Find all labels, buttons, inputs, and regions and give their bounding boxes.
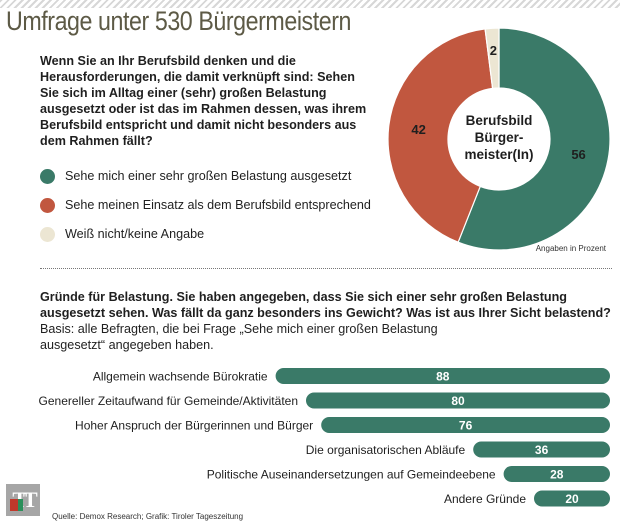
legend-item-berufsbild: Sehe meinen Einsatz als dem Berufsbild e… (40, 195, 371, 215)
bar-buerokratie (275, 368, 610, 384)
legend-swatch-teal (40, 168, 55, 184)
pie-legend: Sehe mich einer sehr großen Belastung au… (40, 166, 371, 253)
legend-item-keine-angabe: Weiß nicht/keine Angabe (40, 224, 371, 244)
legend-label: Weiß nicht/keine Angabe (65, 227, 205, 241)
donut-value-label: 42 (411, 122, 425, 137)
unit-note: Angaben in Prozent (535, 244, 606, 253)
donut-chart: 56 42 2 Berufsbild Bürger-meister(In) (378, 24, 620, 254)
legend-item-belastung: Sehe mich einer sehr großen Belastung au… (40, 166, 371, 186)
bar-auseinandersetzungen (503, 466, 610, 482)
reasons-bar-chart: 88 Allgemein wachsende Bürokratie 80 Genere… (0, 366, 620, 514)
donut-slice-keine-angabe (484, 27, 500, 90)
bar-zeitaufwand (306, 392, 610, 409)
bar-category-label: Genereller Zeitaufwand für Gemeinde/Akti… (39, 394, 298, 408)
page-title: Umfrage unter 530 Bürgermeistern (6, 6, 352, 36)
legend-label: Sehe meinen Einsatz als dem Berufsbild e… (65, 198, 371, 212)
donut-center-label: Berufsbild (466, 113, 533, 128)
reasons-basis-note: Basis: alle Befragten, die bei Frage „Se… (40, 322, 438, 352)
donut-chart-svg: 56 42 2 Berufsbild Bürger-meister(In) (387, 27, 611, 251)
bar-value-label: 80 (451, 394, 465, 408)
bar-anspruch (321, 417, 610, 433)
bar-andere (534, 490, 610, 507)
logo-mark-green (18, 499, 23, 511)
donut-value-label: 2 (490, 43, 497, 58)
logo-mark-red (10, 499, 18, 511)
bar-ablaeufe (473, 441, 610, 458)
donut-center-label: Bürger- (475, 130, 524, 145)
bar-value-label: 88 (436, 370, 450, 384)
donut-slice-belastung (457, 27, 611, 251)
bar-value-label: 76 (459, 419, 473, 433)
donut-value-label: 56 (571, 147, 585, 162)
bar-category-label: Allgemein wachsende Bürokratie (93, 370, 268, 384)
reasons-question: Gründe für Belastung. Sie haben angegebe… (40, 290, 611, 320)
bar-category-label: Hoher Anspruch der Bürgerinnen und Bürge… (75, 419, 313, 433)
reasons-bar-chart-svg: 88 Allgemein wachsende Bürokratie 80 Genere… (39, 368, 610, 507)
bar-category-label: Andere Gründe (444, 492, 526, 506)
donut-slice-berufsbild (387, 28, 494, 243)
bar-value-label: 20 (565, 492, 579, 506)
bar-category-label: Die organisatorischen Abläufe (306, 443, 466, 457)
bar-category-label: Politische Auseinandersetzungen auf Geme… (207, 468, 496, 482)
bar-value-label: 28 (550, 468, 564, 482)
legend-swatch-cream (40, 226, 55, 242)
source-credit: Quelle: Demox Research; Grafik: Tiroler … (52, 512, 244, 521)
legend-swatch-red (40, 197, 55, 213)
section-divider (40, 268, 612, 269)
header-hatch-decoration (0, 0, 620, 8)
bar-value-label: 36 (535, 443, 549, 457)
legend-label: Sehe mich einer sehr großen Belastung au… (65, 169, 352, 183)
donut-center-label: meister(In) (464, 147, 533, 162)
tt-logo: TT (6, 484, 40, 516)
survey-question: Wenn Sie an Ihr Berufsbild denken und di… (40, 54, 367, 148)
